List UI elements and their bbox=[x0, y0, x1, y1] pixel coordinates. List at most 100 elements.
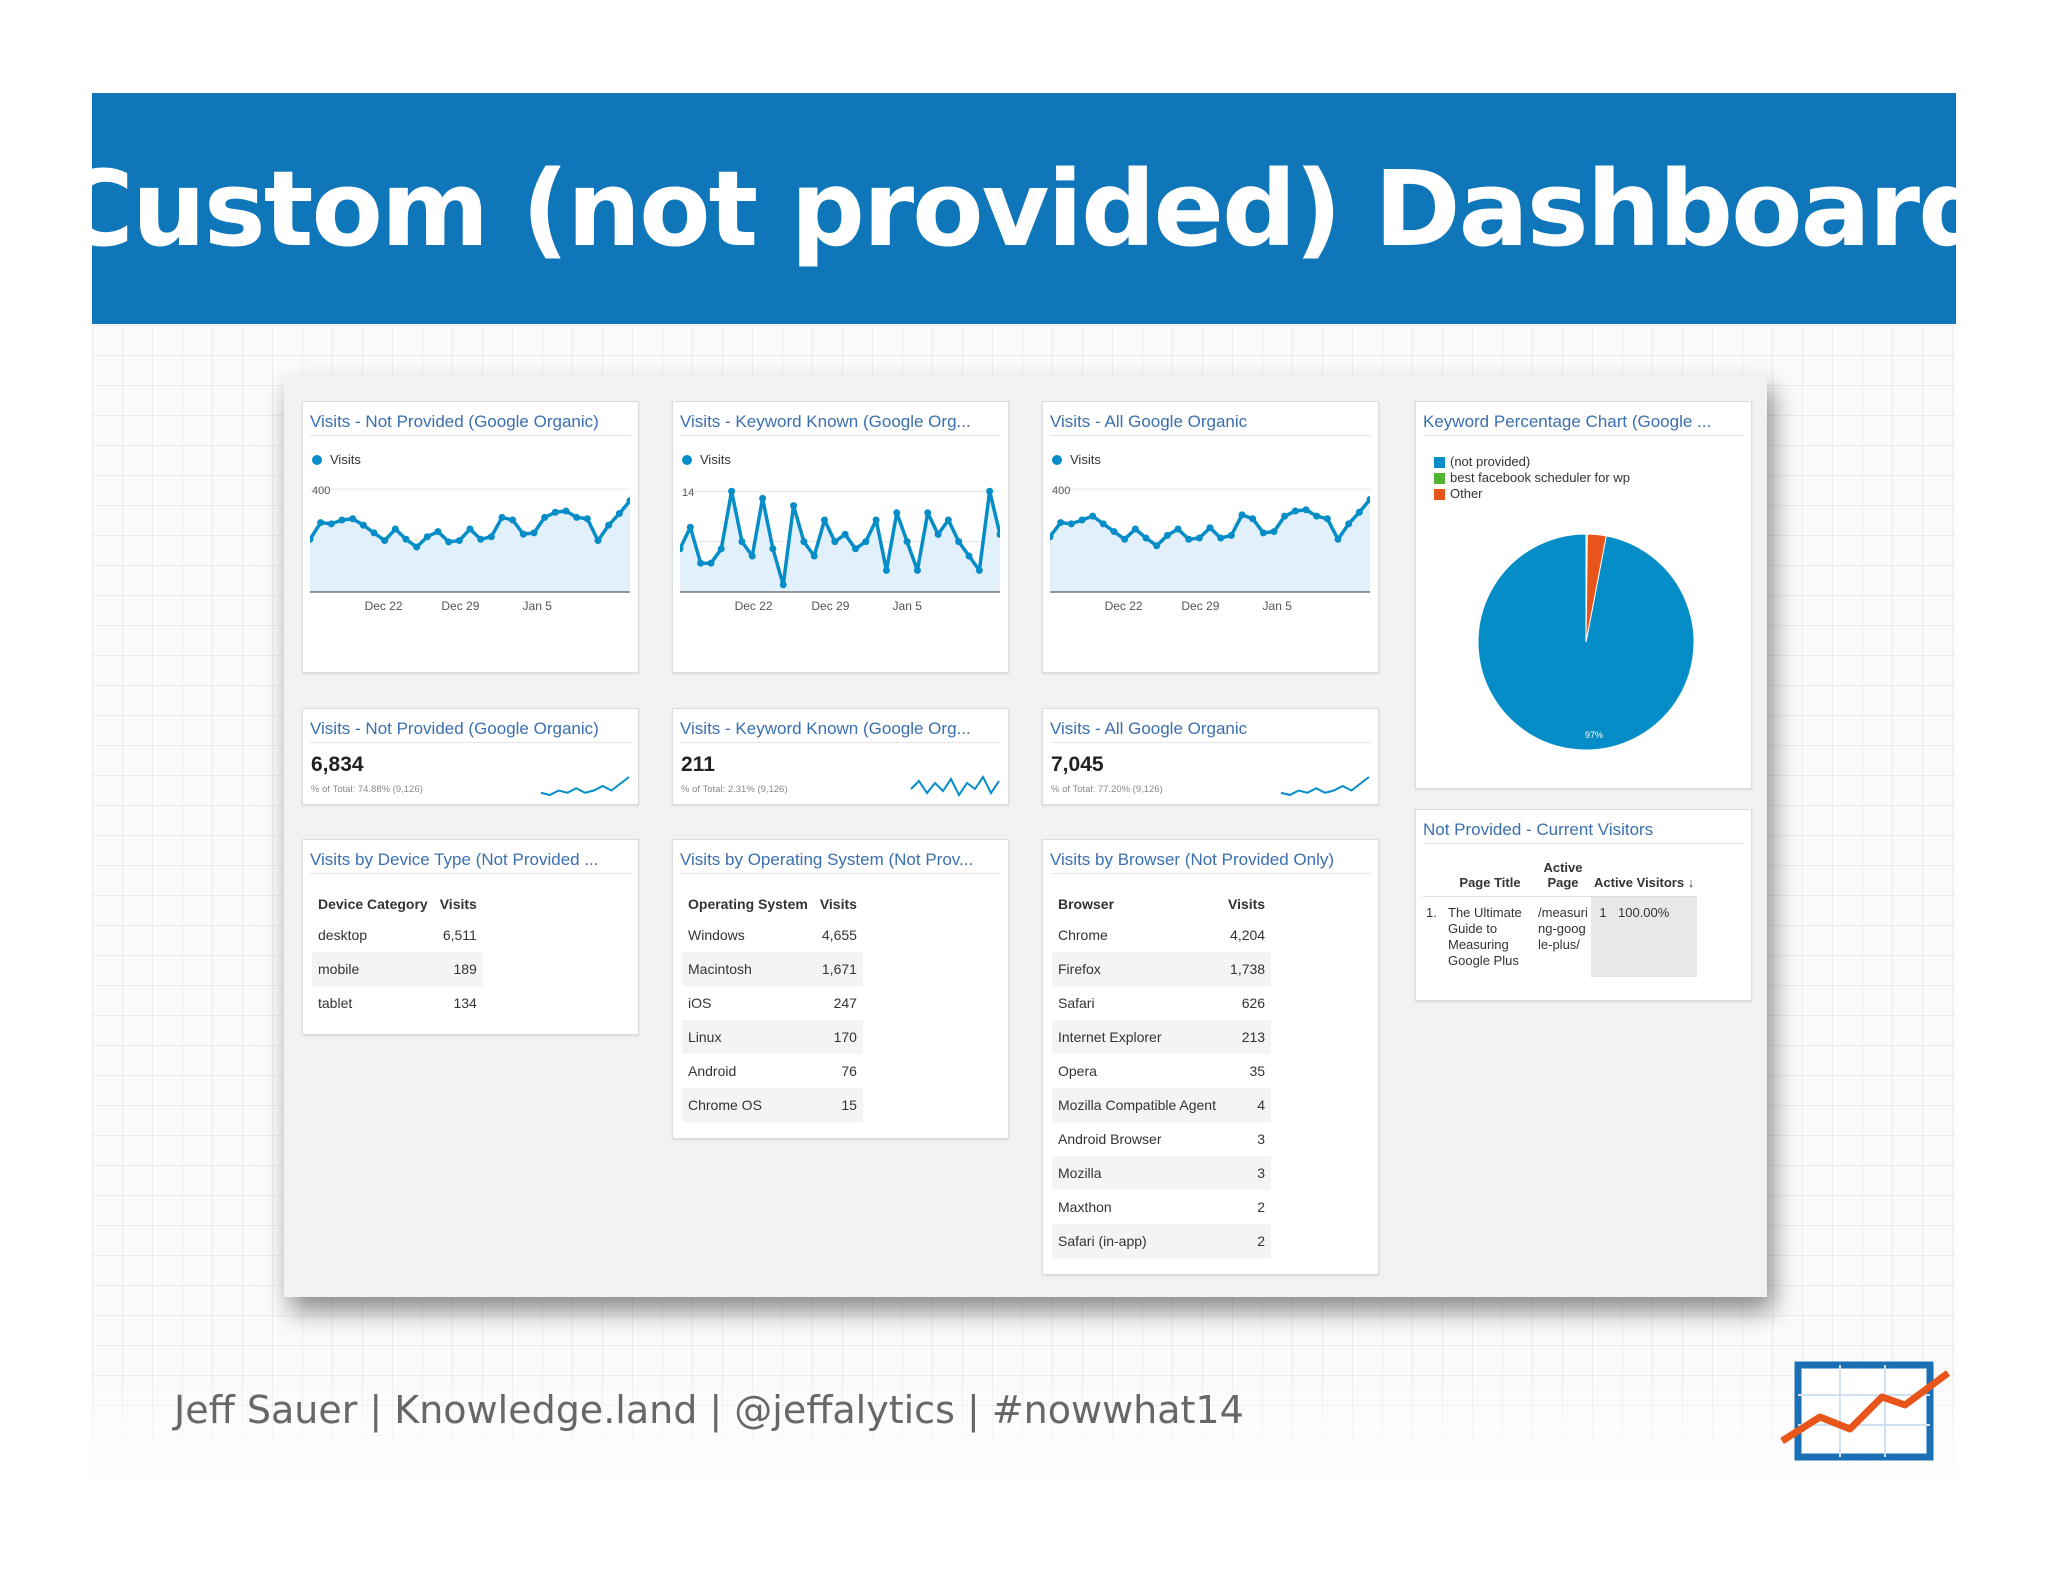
data-point bbox=[1281, 512, 1289, 520]
data-point bbox=[1057, 519, 1065, 527]
data-point bbox=[562, 507, 570, 515]
table-row[interactable]: Windows 4,655 bbox=[682, 918, 863, 952]
pie-legend: (not provided) best facebook scheduler f… bbox=[1434, 454, 1630, 502]
widget-title[interactable]: Visits - Keyword Known (Google Org... bbox=[680, 412, 1001, 436]
table-row[interactable]: Linux 170 bbox=[682, 1020, 863, 1054]
metric-value: 211 bbox=[681, 753, 715, 776]
cell-value: 247 bbox=[833, 995, 857, 1011]
table-row[interactable]: Android 76 bbox=[682, 1054, 863, 1088]
column-header[interactable]: Visits bbox=[439, 896, 477, 912]
sparkline bbox=[1280, 776, 1370, 797]
data-point bbox=[1217, 534, 1225, 542]
table-row[interactable]: Internet Explorer 213 bbox=[1052, 1020, 1272, 1054]
browser-table: Browser Visits Chrome 4,204 Firefox 1,738 … bbox=[1052, 890, 1272, 1258]
cell-value: 2 bbox=[1221, 1224, 1272, 1258]
mini-sparkline bbox=[910, 775, 1000, 797]
widget-title[interactable]: Visits - Not Provided (Google Organic) bbox=[310, 412, 631, 436]
timeline-widget-all-organic[interactable]: Visits - All Google Organic Visits 40020… bbox=[1042, 401, 1379, 673]
data-point bbox=[1185, 535, 1193, 543]
data-point bbox=[913, 566, 921, 574]
table-row[interactable]: Chrome 4,204 bbox=[1052, 918, 1271, 952]
widget-title[interactable]: Visits by Operating System (Not Prov... bbox=[680, 850, 1001, 874]
table-row[interactable]: mobile 189 bbox=[312, 952, 483, 986]
table-row[interactable]: Macintosh 1,671 bbox=[682, 952, 863, 986]
cell-active-page[interactable]: /measuring-google-plus/ bbox=[1538, 905, 1588, 952]
data-point bbox=[1270, 528, 1278, 536]
x-tick-label: Jan 5 bbox=[893, 599, 923, 613]
data-point bbox=[402, 535, 410, 543]
cell-value: 626 bbox=[1241, 995, 1266, 1011]
legend-item[interactable]: (not provided) bbox=[1434, 454, 1630, 470]
data-point bbox=[851, 545, 859, 553]
cell-label: tablet bbox=[318, 995, 353, 1011]
widget-title[interactable]: Visits by Device Type (Not Provided ... bbox=[310, 850, 631, 874]
scorecard-keyword-known[interactable]: Visits - Keyword Known (Google Org... 21… bbox=[672, 708, 1009, 805]
widget-title[interactable]: Visits - All Google Organic bbox=[1050, 412, 1371, 436]
table-row[interactable]: Chrome OS 15 bbox=[682, 1088, 863, 1122]
metric-value: 6,834 bbox=[311, 753, 364, 776]
column-header[interactable]: Browser bbox=[1058, 896, 1115, 912]
widget-title[interactable]: Visits - Not Provided (Google Organic) bbox=[310, 719, 631, 743]
cell-value: 213 bbox=[1221, 1020, 1272, 1054]
table-row[interactable]: Mozilla 3 bbox=[1052, 1156, 1272, 1190]
slice-data-label: 97% bbox=[1585, 730, 1603, 740]
data-point bbox=[1089, 512, 1097, 520]
column-header[interactable]: Active Visitors ↓ bbox=[1591, 854, 1698, 897]
table-row[interactable]: Safari 626 bbox=[1052, 986, 1271, 1020]
current-visitors-widget[interactable]: Not Provided - Current Visitors Page Tit… bbox=[1415, 809, 1752, 1001]
table-row[interactable]: Maxthon 2 bbox=[1052, 1190, 1271, 1224]
cell-value: 170 bbox=[813, 1020, 863, 1054]
scorecard-all-organic[interactable]: Visits - All Google Organic 7,045 % of T… bbox=[1042, 708, 1379, 805]
widget-title[interactable]: Keyword Percentage Chart (Google ... bbox=[1423, 412, 1744, 436]
cell-label: Android bbox=[688, 1063, 737, 1079]
data-point bbox=[1227, 531, 1235, 539]
widget-title[interactable]: Visits by Browser (Not Provided Only) bbox=[1050, 850, 1371, 874]
legend-item[interactable]: best facebook scheduler for wp bbox=[1434, 470, 1630, 486]
cell-value: 134 bbox=[453, 995, 477, 1011]
column-header[interactable]: Active Page bbox=[1535, 854, 1591, 897]
browser-table-widget[interactable]: Visits by Browser (Not Provided Only) Br… bbox=[1042, 839, 1379, 1275]
table-row[interactable]: 1. The Ultimate Guide to Measuring Googl… bbox=[1423, 896, 1698, 977]
swatch bbox=[1434, 472, 1445, 484]
widget-title[interactable]: Not Provided - Current Visitors bbox=[1423, 820, 1744, 844]
device-type-table-widget[interactable]: Visits by Device Type (Not Provided ... … bbox=[302, 839, 639, 1035]
data-point bbox=[996, 530, 1000, 538]
y-tick-label: 400 bbox=[1052, 485, 1070, 497]
table-row[interactable]: desktop 6,511 bbox=[312, 918, 483, 952]
table-row[interactable]: Safari (in-app) 2 bbox=[1052, 1224, 1272, 1258]
widget-title[interactable]: Visits - Keyword Known (Google Org... bbox=[680, 719, 1001, 743]
column-header[interactable]: Visits bbox=[1227, 896, 1266, 912]
data-point bbox=[1142, 534, 1150, 542]
column-header[interactable]: Operating System bbox=[688, 896, 808, 912]
data-point bbox=[821, 516, 829, 524]
scorecard-not-provided[interactable]: Visits - Not Provided (Google Organic) 6… bbox=[302, 708, 639, 805]
data-point bbox=[381, 537, 389, 545]
table-row[interactable]: Android Browser 3 bbox=[1052, 1122, 1271, 1156]
column-header[interactable]: Visits bbox=[819, 896, 857, 912]
table-row[interactable]: Firefox 1,738 bbox=[1052, 952, 1272, 986]
timeline-widget-not-provided[interactable]: Visits - Not Provided (Google Organic) V… bbox=[302, 401, 639, 673]
table-row[interactable]: tablet 134 bbox=[312, 986, 483, 1020]
cell-label: desktop bbox=[318, 927, 368, 943]
table-row[interactable]: Opera 35 bbox=[1052, 1054, 1271, 1088]
column-header[interactable]: Page Title bbox=[1445, 854, 1535, 897]
table-row[interactable]: Mozilla Compatible Agent 4 bbox=[1052, 1088, 1272, 1122]
analytics-chart-logo-icon bbox=[1780, 1361, 1950, 1461]
widget-title[interactable]: Visits - All Google Organic bbox=[1050, 719, 1371, 743]
series-dot bbox=[1052, 454, 1062, 465]
keyword-pie-widget[interactable]: Keyword Percentage Chart (Google ... (no… bbox=[1415, 401, 1752, 789]
cell-label: Chrome OS bbox=[682, 1088, 814, 1122]
table-row[interactable]: iOS 247 bbox=[682, 986, 863, 1020]
legend-item[interactable]: Other bbox=[1434, 486, 1630, 502]
data-point bbox=[769, 545, 777, 553]
x-tick-label: Dec 29 bbox=[811, 599, 849, 613]
cell-value: 4,655 bbox=[821, 927, 857, 943]
column-header[interactable]: Device Category bbox=[318, 896, 428, 912]
timeline-widget-keyword-known[interactable]: Visits - Keyword Known (Google Org... Vi… bbox=[672, 401, 1009, 673]
data-point bbox=[707, 559, 715, 567]
operating-system-table-widget[interactable]: Visits by Operating System (Not Prov... … bbox=[672, 839, 1009, 1139]
keyword-pie-chart[interactable]: 97% bbox=[1456, 512, 1716, 772]
